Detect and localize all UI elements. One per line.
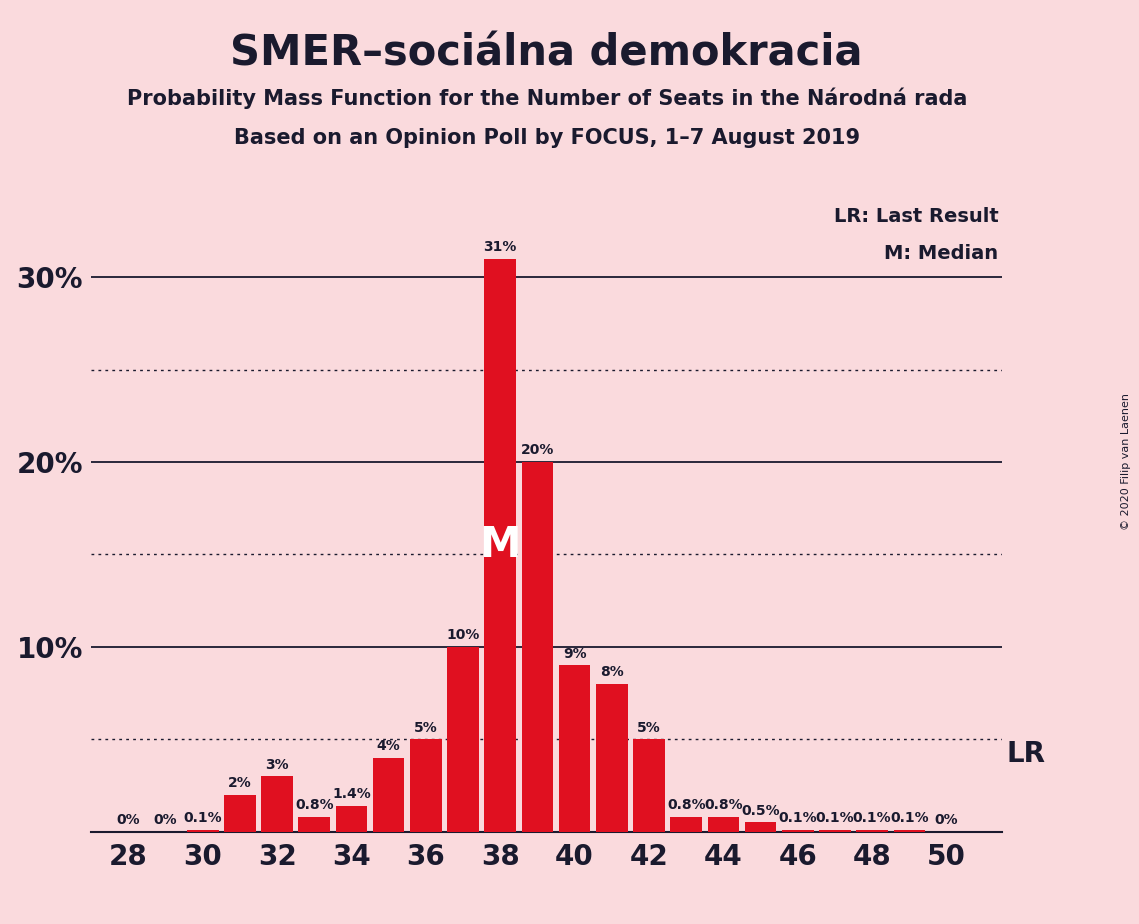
Text: LR: LR (1006, 740, 1046, 768)
Bar (298, 817, 330, 832)
Text: SMER–sociálna demokracia: SMER–sociálna demokracia (230, 32, 863, 74)
Text: 0.1%: 0.1% (816, 811, 854, 825)
Text: 31%: 31% (484, 240, 517, 254)
Text: 4%: 4% (377, 739, 401, 753)
Bar (224, 795, 255, 832)
Bar (372, 758, 404, 832)
Bar (522, 462, 554, 832)
Text: © 2020 Filip van Laenen: © 2020 Filip van Laenen (1121, 394, 1131, 530)
Bar (633, 739, 665, 832)
Text: 9%: 9% (563, 647, 587, 661)
Text: 0%: 0% (935, 813, 958, 827)
Bar (448, 647, 478, 832)
Text: 0.8%: 0.8% (704, 798, 743, 812)
Bar (187, 830, 219, 832)
Text: Probability Mass Function for the Number of Seats in the Národná rada: Probability Mass Function for the Number… (126, 88, 967, 109)
Text: 0.8%: 0.8% (666, 798, 705, 812)
Bar (410, 739, 442, 832)
Bar (484, 259, 516, 832)
Bar (559, 665, 590, 832)
Text: 10%: 10% (446, 628, 480, 642)
Text: M: M (480, 524, 521, 566)
Text: 0%: 0% (154, 813, 178, 827)
Text: 0%: 0% (116, 813, 140, 827)
Text: 0.8%: 0.8% (295, 798, 334, 812)
Text: 0.1%: 0.1% (853, 811, 892, 825)
Bar (893, 830, 925, 832)
Bar (336, 806, 367, 832)
Text: 20%: 20% (521, 444, 554, 457)
Text: 0.1%: 0.1% (183, 811, 222, 825)
Bar (671, 817, 702, 832)
Text: 2%: 2% (228, 776, 252, 790)
Text: 0.1%: 0.1% (778, 811, 817, 825)
Text: 3%: 3% (265, 758, 289, 772)
Text: 8%: 8% (600, 665, 624, 679)
Bar (261, 776, 293, 832)
Text: 1.4%: 1.4% (333, 787, 371, 801)
Bar (707, 817, 739, 832)
Text: 5%: 5% (413, 721, 437, 735)
Text: 0.5%: 0.5% (741, 804, 780, 818)
Text: Based on an Opinion Poll by FOCUS, 1–7 August 2019: Based on an Opinion Poll by FOCUS, 1–7 A… (233, 128, 860, 148)
Bar (745, 822, 777, 832)
Bar (782, 830, 813, 832)
Bar (857, 830, 888, 832)
Text: 0.1%: 0.1% (890, 811, 928, 825)
Text: LR: Last Result: LR: Last Result (834, 207, 999, 226)
Text: 5%: 5% (637, 721, 661, 735)
Bar (819, 830, 851, 832)
Bar (596, 684, 628, 832)
Text: M: Median: M: Median (885, 244, 999, 263)
